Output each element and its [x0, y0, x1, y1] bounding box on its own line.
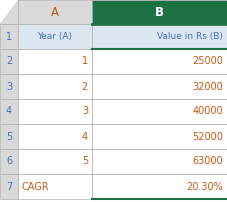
Text: 3: 3: [6, 81, 12, 92]
Bar: [18, 124, 92, 149]
Bar: [18, 149, 92, 174]
Text: 5: 5: [82, 157, 88, 166]
Text: 6: 6: [6, 157, 12, 166]
Text: 3: 3: [82, 106, 88, 117]
Bar: [0, 24, 18, 49]
Text: 7: 7: [6, 182, 12, 191]
Bar: [0, 174, 18, 199]
Text: A: A: [51, 5, 59, 19]
Text: 32000: 32000: [192, 81, 223, 92]
Text: 25000: 25000: [192, 57, 223, 66]
Bar: [92, 174, 227, 199]
Text: 1: 1: [82, 57, 88, 66]
Bar: [92, 74, 227, 99]
Bar: [0, 99, 18, 124]
Bar: [92, 24, 227, 49]
Bar: [0, 0, 18, 24]
Text: CAGR: CAGR: [22, 182, 50, 191]
Bar: [0, 124, 18, 149]
Text: Year (A): Year (A): [37, 32, 72, 41]
Text: 52000: 52000: [192, 132, 223, 141]
Bar: [92, 0, 227, 24]
Text: 5: 5: [6, 132, 12, 141]
Text: 63000: 63000: [192, 157, 223, 166]
Bar: [92, 99, 227, 124]
Bar: [18, 99, 92, 124]
Bar: [18, 24, 92, 49]
Text: B: B: [155, 5, 164, 19]
Text: 40000: 40000: [192, 106, 223, 117]
Text: 2: 2: [6, 57, 12, 66]
Bar: [92, 149, 227, 174]
Text: 1: 1: [6, 32, 12, 41]
Bar: [0, 49, 18, 74]
Bar: [18, 74, 92, 99]
Text: 2: 2: [82, 81, 88, 92]
Text: 4: 4: [82, 132, 88, 141]
Bar: [18, 49, 92, 74]
Bar: [0, 149, 18, 174]
Bar: [92, 49, 227, 74]
Bar: [0, 74, 18, 99]
Polygon shape: [0, 0, 18, 24]
Polygon shape: [0, 0, 18, 24]
Text: Value in Rs (B): Value in Rs (B): [157, 32, 223, 41]
Bar: [0, 0, 18, 24]
Bar: [18, 0, 92, 24]
Text: 4: 4: [6, 106, 12, 117]
Text: 20.30%: 20.30%: [186, 182, 223, 191]
Bar: [18, 174, 92, 199]
Bar: [92, 124, 227, 149]
